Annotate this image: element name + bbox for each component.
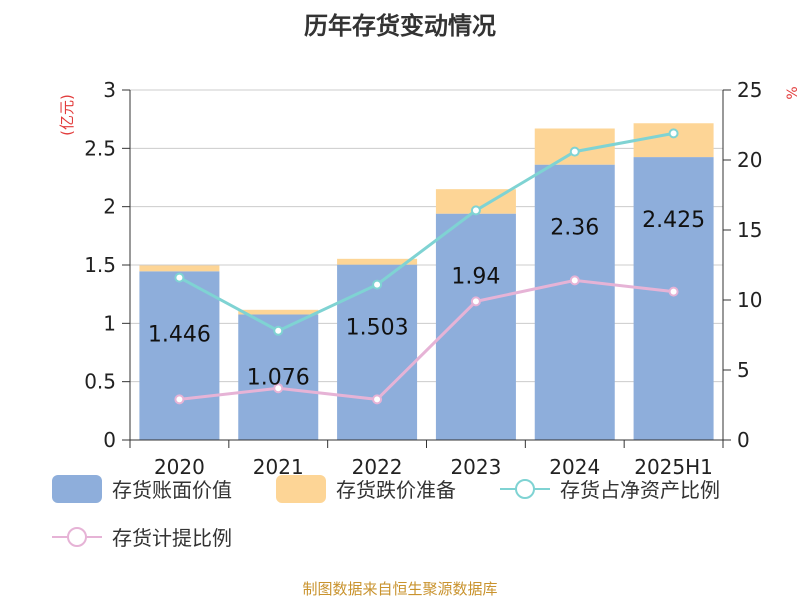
legend-label: 存货计提比例 xyxy=(112,526,232,550)
bar-data-label: 1.076 xyxy=(247,365,310,390)
line-point xyxy=(174,394,185,405)
bar-impairment xyxy=(337,258,418,265)
y-right-axis-label: % xyxy=(785,86,800,99)
legend-swatch-net-asset-ratio xyxy=(500,478,550,499)
x-tick-label: 2023 xyxy=(450,455,501,479)
source-note: 制图数据来自恒生聚源数据库 xyxy=(302,580,498,598)
chart-title: 历年存货变动情况 xyxy=(304,12,496,40)
legend-swatch-impairment xyxy=(276,474,326,503)
line-point xyxy=(569,146,580,157)
bar-data-label: 1.94 xyxy=(451,265,500,290)
bar-book-value xyxy=(633,157,714,441)
x-tick-label: 2025H1 xyxy=(634,455,713,479)
line-point xyxy=(372,279,383,290)
bar-data-label: 2.36 xyxy=(550,216,599,241)
bar-data-label: 1.446 xyxy=(148,322,211,347)
line-point xyxy=(668,286,679,297)
y-right-tick-label: 20 xyxy=(737,148,762,172)
line-point xyxy=(273,383,284,394)
y-right-tick-label: 10 xyxy=(737,288,762,312)
legend-swatch-book-value xyxy=(52,474,102,503)
bar-book-value xyxy=(139,271,220,440)
line-point xyxy=(470,205,481,216)
y-right-tick-label: 0 xyxy=(737,428,750,452)
y-left-tick-label: 0.5 xyxy=(84,370,116,394)
x-tick-label: 2020 xyxy=(154,455,205,479)
line-point xyxy=(569,275,580,286)
y-left-tick-label: 3 xyxy=(103,78,116,102)
line-point xyxy=(372,394,383,405)
legend-swatch-provision-ratio xyxy=(52,526,102,547)
legend-label: 存货占净资产比例 xyxy=(560,478,720,502)
line-series-path xyxy=(178,131,674,333)
legend-item-impairment[interactable]: 存货跌价准备 xyxy=(276,474,456,503)
y-left-tick-label: 0 xyxy=(103,428,116,452)
data-labels: 1.446 1.076 1.503 1.94 2.36 2.425 xyxy=(148,208,705,390)
line-point xyxy=(470,296,481,307)
y-right-tick-label: 15 xyxy=(737,218,762,242)
legend-label: 存货账面价值 xyxy=(112,478,232,502)
bar-impairment xyxy=(633,123,714,158)
bar-book-value xyxy=(435,213,516,440)
x-tick-label: 2024 xyxy=(549,455,600,479)
y-left-tick-label: 1 xyxy=(103,311,116,335)
y-right-tick-label: 5 xyxy=(737,358,750,382)
line-point xyxy=(668,128,679,139)
bar-series xyxy=(139,123,714,441)
y-right-tick-label: 25 xyxy=(737,78,762,102)
bar-book-value xyxy=(337,264,418,440)
legend-item-book-value[interactable]: 存货账面价值 xyxy=(52,474,232,503)
line-point xyxy=(174,272,185,283)
line-series xyxy=(174,128,679,405)
bar-impairment xyxy=(238,309,319,315)
legend-item-provision-ratio[interactable]: 存货计提比例 xyxy=(52,522,232,551)
y-left-axis-label: (亿元) xyxy=(58,94,76,136)
bar-book-value xyxy=(534,164,615,440)
y-left-tick-label: 2.5 xyxy=(84,136,116,160)
line-series-path xyxy=(179,278,674,401)
bar-data-label: 2.425 xyxy=(642,208,705,233)
y-left-tick-label: 1.5 xyxy=(84,253,116,277)
x-tick-label: 2022 xyxy=(352,455,403,479)
line-point xyxy=(273,325,284,336)
y-left-tick-label: 2 xyxy=(103,195,116,219)
legend-label: 存货跌价准备 xyxy=(336,478,456,502)
bar-data-label: 1.503 xyxy=(346,316,409,341)
legend-item-net-asset-ratio[interactable]: 存货占净资产比例 xyxy=(500,474,720,503)
bar-impairment xyxy=(139,265,220,272)
